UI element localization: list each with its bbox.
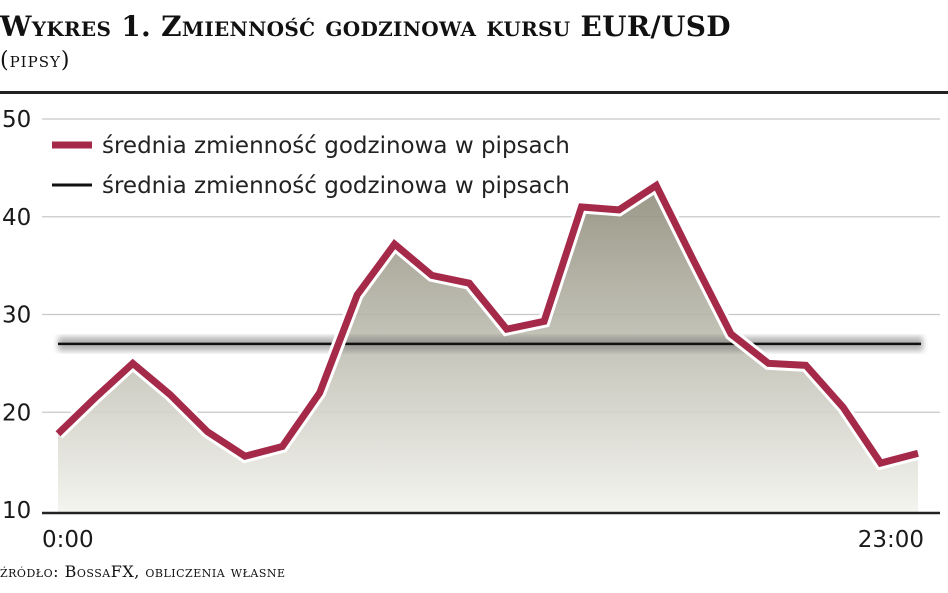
- x-axis: 0:00 23:00: [42, 511, 940, 553]
- legend-label-average: średnia zmienność godzinowa w pipsach: [102, 173, 570, 199]
- y-tick-label: 20: [2, 400, 31, 426]
- chart-title: Wykres 1. Zmienność godzinowa kursu EUR/…: [0, 10, 731, 43]
- y-tick-label: 10: [2, 498, 31, 524]
- plot-area: [53, 176, 923, 513]
- x-tick-label: 23:00: [858, 527, 924, 553]
- source-note: źródło: BossaFX, obliczenia własne: [0, 562, 286, 581]
- y-tick-label: 40: [2, 205, 31, 231]
- y-tick-label: 30: [2, 303, 31, 329]
- y-axis-labels: 10 20 30 40 50: [2, 107, 31, 524]
- line-chart: 10 20 30 40 50 0:00 23:00 średnia zmienność g…: [2, 107, 940, 553]
- chart-subtitle: (pipsy): [0, 48, 71, 73]
- y-tick-label: 50: [2, 107, 31, 133]
- legend: średnia zmienność godzinowa w pipsach śre…: [52, 133, 570, 199]
- title-divider: [0, 91, 948, 94]
- x-tick-label: 0:00: [42, 527, 94, 553]
- legend-label-series: średnia zmienność godzinowa w pipsach: [102, 133, 570, 159]
- series-line: [55, 180, 919, 468]
